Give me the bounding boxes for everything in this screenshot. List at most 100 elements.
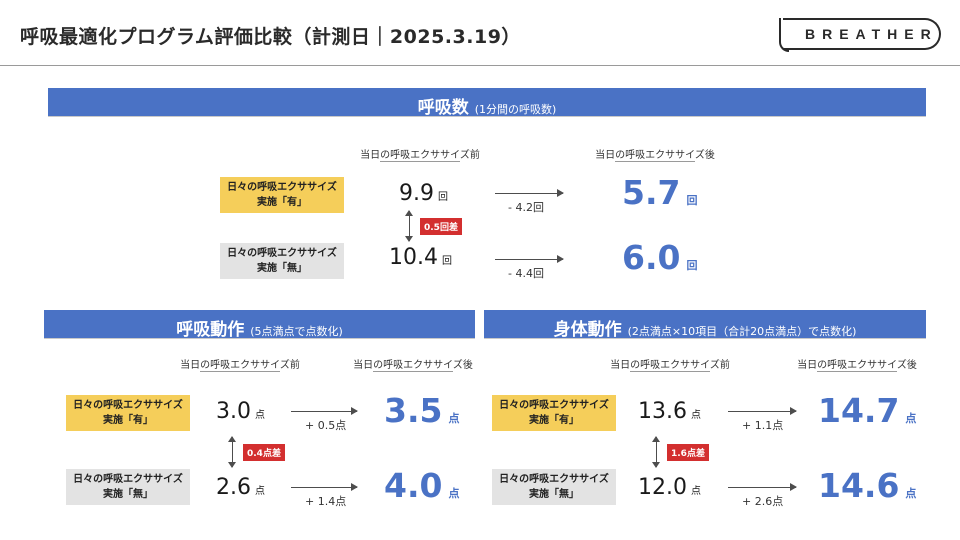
breathing-motion-yes-after: 3.5 点 xyxy=(384,391,459,430)
body-motion-difference-badge: 1.6点差 xyxy=(667,444,709,461)
body-motion-label-no: 日々の呼吸エクササイズ 実施「無」 xyxy=(492,469,616,505)
body-motion-title: 身体動作 xyxy=(553,320,622,340)
body-motion-after-header: 当日の呼吸エクササイズ後 xyxy=(797,360,917,371)
breathing-motion-label-yes: 日々の呼吸エクササイズ 実施「有」 xyxy=(66,395,190,431)
respiration-difference-badge: 0.5回差 xyxy=(420,218,462,235)
respiration-label-yes: 日々の呼吸エクササイズ 実施「有」 xyxy=(220,177,344,213)
body-motion-subtitle: (2点満点×10項目（合計20点満点）で点数化) xyxy=(627,325,857,338)
breathing-motion-unit: 点 xyxy=(255,410,265,421)
breathing-motion-no-after-value: 4.0 xyxy=(384,466,443,505)
respiration-no-arrow-icon xyxy=(495,255,564,263)
header-divider xyxy=(0,65,960,66)
respiration-no-after-value: 6.0 xyxy=(622,238,681,277)
respiration-before-header-line xyxy=(380,161,460,162)
breathing-motion-unit: 点 xyxy=(448,487,460,500)
label-no-line1: 日々の呼吸エクササイズ xyxy=(227,248,337,259)
label-yes-line1: 日々の呼吸エクササイズ xyxy=(227,182,337,193)
respiration-yes-after-value: 5.7 xyxy=(622,173,681,212)
breather-logo: BREATHER xyxy=(779,18,941,52)
label-no-line2: 実施「無」 xyxy=(257,263,307,274)
body-motion-unit: 点 xyxy=(905,487,917,500)
respiration-yes-before: 9.9 回 xyxy=(399,181,448,206)
label-no-line1: 日々の呼吸エクササイズ xyxy=(499,474,609,485)
body-motion-yes-before: 13.6 点 xyxy=(638,399,701,424)
label-yes-line1: 日々の呼吸エクササイズ xyxy=(499,400,609,411)
label-yes-line2: 実施「有」 xyxy=(257,197,307,208)
breathing-motion-no-before-value: 2.6 xyxy=(216,475,251,500)
respiration-yes-delta: - 4.2回 xyxy=(508,201,544,214)
label-no-line2: 実施「無」 xyxy=(103,489,153,500)
body-motion-yes-after-value: 14.7 xyxy=(818,391,900,430)
breathing-motion-after-header: 当日の呼吸エクササイズ後 xyxy=(353,360,473,371)
logo-hook-icon xyxy=(779,18,789,52)
body-motion-no-after-value: 14.6 xyxy=(818,466,900,505)
breathing-motion-section-header: 呼吸動作 (5点満点で点数化) xyxy=(44,310,475,340)
body-motion-no-delta: + 2.6点 xyxy=(742,495,784,508)
breathing-motion-before-header: 当日の呼吸エクササイズ前 xyxy=(180,360,300,371)
body-motion-yes-arrow-icon xyxy=(728,407,797,415)
respiration-before-header: 当日の呼吸エクササイズ前 xyxy=(360,150,480,161)
body-motion-unit: 点 xyxy=(905,412,917,425)
breathing-motion-label-no: 日々の呼吸エクササイズ 実施「無」 xyxy=(66,469,190,505)
body-motion-label-yes: 日々の呼吸エクササイズ 実施「有」 xyxy=(492,395,616,431)
respiration-yes-arrow-icon xyxy=(495,189,564,197)
respiration-subtitle: (1分間の呼吸数) xyxy=(474,103,557,116)
label-no-line1: 日々の呼吸エクササイズ xyxy=(73,474,183,485)
body-motion-no-arrow-icon xyxy=(728,483,797,491)
respiration-no-before: 10.4 回 xyxy=(389,245,452,270)
respiration-after-header-line xyxy=(615,161,695,162)
page-title: 呼吸最適化プログラム評価比較（計測日｜2025.3.19） xyxy=(20,26,521,48)
label-yes-line1: 日々の呼吸エクササイズ xyxy=(73,400,183,411)
respiration-after-header: 当日の呼吸エクササイズ後 xyxy=(595,150,715,161)
breathing-motion-unit: 点 xyxy=(448,412,460,425)
breathing-motion-yes-before: 3.0 点 xyxy=(216,399,265,424)
body-motion-before-header-line xyxy=(630,371,710,372)
respiration-compare-arrow-icon xyxy=(405,210,413,242)
body-motion-section-header: 身体動作 (2点満点×10項目（合計20点満点）で点数化) xyxy=(484,310,926,340)
label-no-line2: 実施「無」 xyxy=(529,489,579,500)
body-motion-compare-arrow-icon xyxy=(652,436,660,468)
respiration-unit: 回 xyxy=(441,256,452,267)
breathing-motion-subtitle: (5点満点で点数化) xyxy=(250,325,343,338)
logo-text: BREATHER xyxy=(805,26,938,42)
body-motion-no-after: 14.6 点 xyxy=(818,466,916,505)
breathing-motion-no-delta: + 1.4点 xyxy=(305,495,347,508)
body-motion-unit: 点 xyxy=(690,486,701,497)
respiration-label-no: 日々の呼吸エクササイズ 実施「無」 xyxy=(220,243,344,279)
respiration-title: 呼吸数 xyxy=(417,98,469,118)
breathing-motion-no-before: 2.6 点 xyxy=(216,475,265,500)
respiration-no-before-value: 10.4 xyxy=(389,245,438,270)
breathing-motion-yes-before-value: 3.0 xyxy=(216,399,251,424)
breathing-motion-after-header-line xyxy=(373,371,453,372)
respiration-no-delta: - 4.4回 xyxy=(508,267,544,280)
breathing-motion-unit: 点 xyxy=(255,486,265,497)
body-motion-unit: 点 xyxy=(690,410,701,421)
breathing-motion-before-header-line xyxy=(200,371,280,372)
breathing-motion-band-underline xyxy=(44,338,475,339)
breathing-motion-yes-after-value: 3.5 xyxy=(384,391,443,430)
body-motion-after-header-line xyxy=(817,371,897,372)
respiration-unit: 回 xyxy=(438,192,448,203)
breathing-motion-yes-delta: + 0.5点 xyxy=(305,419,347,432)
breathing-motion-no-arrow-icon xyxy=(291,483,358,491)
breathing-motion-title: 呼吸動作 xyxy=(176,320,245,340)
body-motion-no-before: 12.0 点 xyxy=(638,475,701,500)
label-yes-line2: 実施「有」 xyxy=(529,415,579,426)
body-motion-no-before-value: 12.0 xyxy=(638,475,687,500)
respiration-section-header: 呼吸数 (1分間の呼吸数) xyxy=(48,88,926,118)
body-motion-before-header: 当日の呼吸エクササイズ前 xyxy=(610,360,730,371)
label-yes-line2: 実施「有」 xyxy=(103,415,153,426)
body-motion-yes-before-value: 13.6 xyxy=(638,399,687,424)
respiration-no-after: 6.0 回 xyxy=(622,238,697,277)
breathing-motion-yes-arrow-icon xyxy=(291,407,358,415)
respiration-yes-after: 5.7 回 xyxy=(622,173,697,212)
respiration-band-underline xyxy=(48,116,926,117)
body-motion-band-underline xyxy=(484,338,926,339)
breathing-motion-difference-badge: 0.4点差 xyxy=(243,444,285,461)
respiration-yes-before-value: 9.9 xyxy=(399,181,434,206)
body-motion-yes-delta: + 1.1点 xyxy=(742,419,784,432)
respiration-unit: 回 xyxy=(686,259,698,272)
body-motion-yes-after: 14.7 点 xyxy=(818,391,916,430)
breathing-motion-no-after: 4.0 点 xyxy=(384,466,459,505)
breathing-motion-compare-arrow-icon xyxy=(228,436,236,468)
